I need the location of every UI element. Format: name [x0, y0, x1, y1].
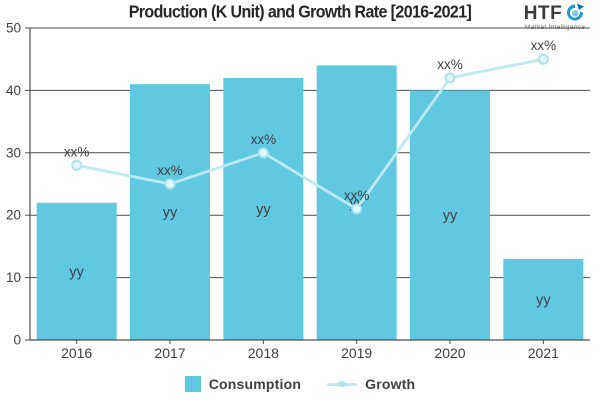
legend-label-growth: Growth — [365, 376, 416, 392]
htf-logo: HTF Market Intelligence — [516, 2, 594, 31]
growth-label-2019: xx% — [344, 188, 370, 203]
x-tick-label-2016: 2016 — [61, 345, 92, 361]
chart-legend: Consumption Growth — [0, 376, 600, 392]
bar-label-2021: yy — [536, 292, 551, 308]
bar-label-2016: yy — [69, 264, 84, 280]
growth-point-2017 — [164, 178, 176, 190]
consumption-swatch-icon — [184, 376, 201, 392]
x-tick-label-2018: 2018 — [248, 345, 279, 361]
y-tick-label-0: 0 — [13, 333, 21, 348]
bar-2021 — [503, 258, 584, 340]
bar-label-2018: yy — [256, 202, 271, 218]
bar-2019 — [316, 65, 397, 340]
growth-point-2019 — [351, 203, 363, 215]
y-tick-label-10: 10 — [6, 270, 21, 285]
bar-2017 — [130, 84, 210, 340]
x-tick-label-2020: 2020 — [434, 345, 465, 361]
y-tick-label-20: 20 — [6, 208, 21, 223]
growth-point-2021 — [537, 53, 549, 65]
x-tick-label-2021: 2021 — [528, 345, 559, 361]
bar-label-2017: yy — [163, 205, 178, 221]
htf-logo-icon — [567, 3, 585, 21]
y-tick-label-40: 40 — [6, 83, 21, 98]
x-tick-label-2017: 2017 — [154, 345, 185, 361]
x-tick-label-2019: 2019 — [341, 345, 372, 361]
growth-point-2018 — [257, 147, 269, 159]
bar-2018 — [223, 77, 304, 341]
growth-line — [76, 57, 544, 211]
growth-label-2017: xx% — [157, 163, 183, 178]
growth-label-2020: xx% — [437, 57, 463, 72]
growth-line-icon — [327, 380, 358, 388]
htf-logo-text: HTF — [523, 2, 563, 24]
growth-point-2016 — [71, 159, 83, 171]
growth-label-2016: xx% — [64, 144, 90, 159]
y-tick-label-50: 50 — [6, 21, 21, 36]
legend-label-consumption: Consumption — [208, 376, 302, 392]
htf-logo-tagline: Market Intelligence — [524, 24, 586, 31]
bar-2020 — [410, 90, 490, 341]
legend-item-consumption: Consumption — [184, 376, 302, 392]
growth-label-2018: xx% — [251, 132, 277, 147]
bar-2016 — [36, 202, 117, 340]
growth-point-2020 — [444, 72, 456, 84]
growth-label-2021: xx% — [531, 38, 557, 53]
y-tick-label-30: 30 — [6, 145, 21, 160]
chart-title: Production (K Unit) and Growth Rate [201… — [128, 3, 472, 22]
legend-item-growth: Growth — [327, 376, 415, 392]
bar-label-2020: yy — [443, 208, 458, 224]
